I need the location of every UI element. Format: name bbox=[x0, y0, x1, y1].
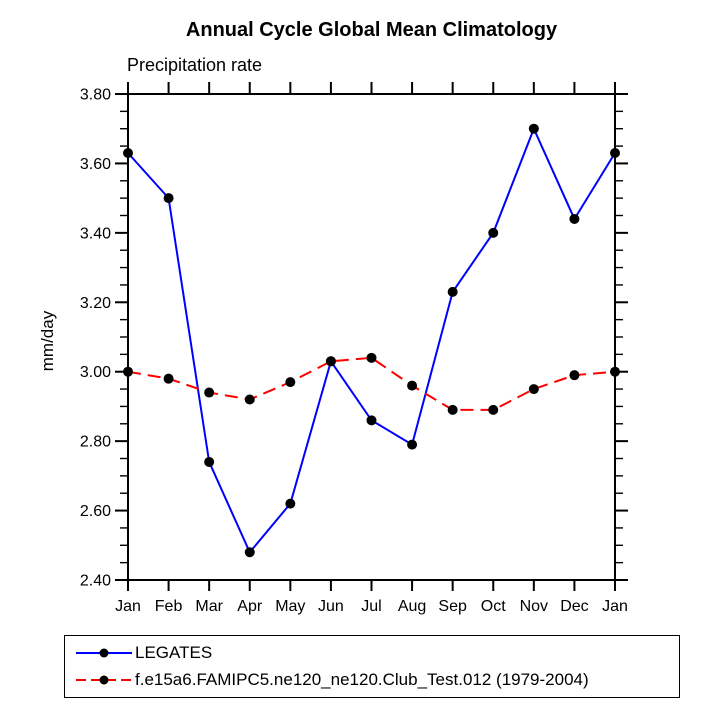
y-tick-label: 2.60 bbox=[80, 503, 111, 520]
series-line-1 bbox=[127, 356, 616, 411]
series-1-marker bbox=[204, 387, 215, 398]
x-tick-label: Feb bbox=[155, 598, 183, 615]
x-tick-label: Jul bbox=[361, 598, 381, 615]
series-1-marker bbox=[528, 384, 539, 395]
series-0-marker bbox=[447, 286, 458, 297]
legend-label-legates: LEGATES bbox=[135, 643, 213, 662]
legend-swatch-dashed-line bbox=[76, 675, 132, 685]
series-0-marker bbox=[366, 415, 377, 426]
series-0-marker bbox=[569, 213, 580, 224]
y-tick-label: 3.20 bbox=[80, 295, 111, 312]
series-0-marker bbox=[488, 227, 499, 238]
series-1-marker bbox=[325, 356, 336, 367]
x-tick-label: Sep bbox=[438, 598, 467, 615]
x-tick-label: Aug bbox=[398, 598, 426, 615]
series-0-marker bbox=[204, 456, 215, 467]
series-1-marker bbox=[285, 377, 296, 388]
series-0-marker bbox=[163, 193, 174, 204]
y-tick-label: 3.40 bbox=[80, 225, 111, 242]
series-1-marker bbox=[407, 380, 418, 391]
series-1-marker bbox=[366, 352, 377, 363]
series-0-marker bbox=[123, 148, 133, 159]
y-tick-label: 3.00 bbox=[80, 364, 111, 381]
y-tick-label: 2.80 bbox=[80, 434, 111, 451]
y-tick-label: 2.40 bbox=[80, 573, 111, 590]
series-1-marker bbox=[447, 404, 458, 415]
series-1-marker bbox=[488, 404, 499, 415]
series-line-0 bbox=[127, 126, 616, 555]
series-0-marker bbox=[528, 123, 539, 134]
legend-label-model: f.e15a6.FAMIPC5.ne120_ne120.Club_Test.01… bbox=[135, 670, 589, 689]
chart-subtitle: Precipitation rate bbox=[127, 55, 263, 75]
x-tick-label: Jun bbox=[318, 598, 344, 615]
x-tick-label: May bbox=[275, 598, 305, 615]
series-0-marker bbox=[407, 439, 418, 450]
x-tick-label: Jan bbox=[602, 598, 628, 615]
chart-title: Annual Cycle Global Mean Climatology bbox=[185, 19, 558, 41]
series-0-marker bbox=[285, 498, 296, 509]
series-1-marker bbox=[123, 366, 133, 377]
plot-frame bbox=[127, 93, 616, 581]
y-tick-label: 3.80 bbox=[80, 87, 111, 104]
legend-entry-legates: LEGATES bbox=[75, 640, 679, 667]
legend-swatch-solid-line bbox=[76, 648, 132, 658]
y-tick-label: 3.60 bbox=[80, 156, 111, 173]
x-tick-label: Jan bbox=[115, 598, 141, 615]
series-1-marker bbox=[569, 370, 580, 381]
series-1-marker bbox=[163, 373, 174, 384]
series-0-marker bbox=[244, 547, 255, 558]
x-tick-label: Oct bbox=[481, 598, 506, 615]
series-1-marker bbox=[244, 394, 255, 405]
series-0-marker bbox=[610, 148, 620, 159]
x-tick-label: Apr bbox=[237, 598, 263, 615]
x-tick-label: Mar bbox=[195, 598, 223, 615]
legend-entry-model: f.e15a6.FAMIPC5.ne120_ne120.Club_Test.01… bbox=[75, 667, 679, 694]
legend-box: LEGATES f.e15a6.FAMIPC5.ne120_ne120.Club… bbox=[64, 635, 680, 698]
x-tick-label: Nov bbox=[520, 598, 548, 615]
x-tick-label: Dec bbox=[560, 598, 588, 615]
series-1-marker bbox=[610, 366, 620, 377]
